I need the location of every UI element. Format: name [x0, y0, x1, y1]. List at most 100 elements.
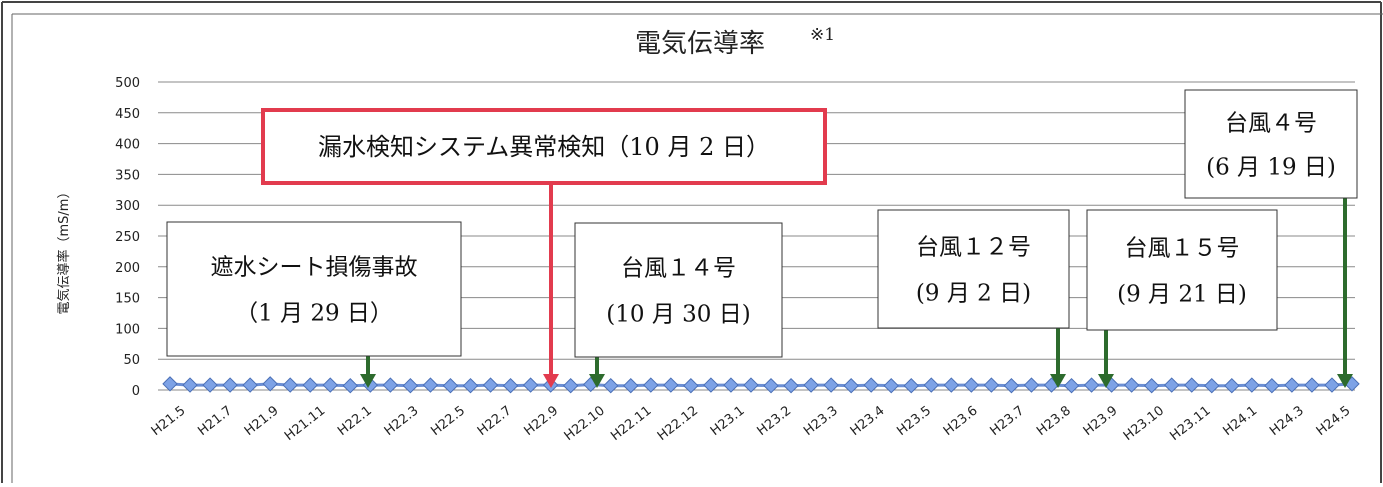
data-point: [182, 377, 198, 393]
x-tick-label: H24.3: [1267, 403, 1307, 439]
data-point: [783, 377, 799, 394]
y-tick-label: 400: [115, 138, 140, 153]
annotation-box: [1184, 89, 1358, 199]
x-tick-label: H23.10: [1121, 403, 1167, 444]
data-point: [562, 377, 579, 394]
annotation-text: (6 月 19 日): [1206, 154, 1336, 180]
x-tick-label: H21.7: [195, 403, 235, 439]
annotation-box: [166, 221, 462, 357]
x-tick-labels: H21.5 H21.7 H21.9 H21.11 H22.1 H22.3 H22.5 H22.…: [149, 403, 1354, 444]
annotation-arrowhead: [589, 374, 605, 388]
data-point: [1123, 377, 1140, 393]
annotation: 台風１５号 (9 月 21 日): [1086, 209, 1278, 388]
data-point: [302, 377, 318, 393]
annotation-arrowhead: [360, 374, 376, 388]
y-tick-label: 150: [115, 292, 140, 307]
x-tick-label: H23.9: [1081, 403, 1121, 439]
y-tick-label: 0: [132, 384, 140, 399]
x-tick-label: H23.8: [1034, 403, 1074, 439]
annotation-text: 台風４号: [1225, 110, 1317, 136]
data-point: [923, 377, 939, 393]
annotation-arrowhead: [543, 374, 559, 388]
y-tick-label: 450: [115, 107, 140, 122]
y-tick-label: 500: [115, 76, 140, 91]
data-point: [522, 377, 539, 393]
data-point: [663, 377, 679, 393]
x-tick-label: H22.1: [335, 403, 375, 439]
annotation-arrowhead: [1337, 374, 1353, 388]
annotation-box: [877, 209, 1070, 329]
data-point: [422, 377, 439, 393]
annotation-text: 台風１５号: [1125, 235, 1240, 261]
data-point: [803, 377, 819, 393]
x-tick-label: H21.9: [242, 403, 282, 439]
data-point: [743, 377, 759, 393]
data-point: [382, 377, 399, 393]
x-tick-label: H22.11: [608, 403, 654, 444]
data-point: [863, 377, 879, 393]
x-tick-label: H23.2: [755, 403, 795, 439]
y-tick-label: 100: [115, 322, 140, 337]
data-point: [903, 377, 919, 394]
annotation-arrowhead: [1050, 374, 1066, 388]
data-point: [1184, 377, 1200, 393]
data-point: [883, 377, 899, 394]
data-point: [963, 377, 980, 393]
x-tick-label: H23.1: [708, 403, 748, 439]
x-tick-label: H24.1: [1221, 403, 1261, 439]
x-tick-label: H21.5: [149, 403, 189, 439]
annotations-layer: 漏水検知システム異常検知（10 月 2 日） 遮水シート損傷事故 （1 月 29 日…: [166, 89, 1358, 388]
x-tick-label: H23.11: [1167, 403, 1213, 444]
data-point: [1143, 377, 1160, 394]
annotation: 漏水検知システム異常検知（10 月 2 日）: [261, 108, 827, 388]
y-tick-label: 200: [115, 261, 140, 276]
data-point: [723, 377, 739, 393]
series-layer: [162, 376, 1360, 394]
annotation-text: (9 月 2 日): [916, 280, 1031, 306]
data-point: [1224, 377, 1240, 394]
data-point: [983, 377, 1000, 393]
annotation: 台風１４号 (10 月 30 日): [574, 222, 783, 388]
data-point: [482, 377, 499, 393]
data-point: [1264, 377, 1280, 394]
annotation-box: [261, 108, 827, 185]
x-tick-label: H22.10: [562, 403, 608, 444]
annotation-text: （1 月 29 日）: [235, 300, 393, 326]
data-point: [222, 377, 238, 393]
y-tick-labels: 0 50 100 150 200 250 300 350 400 450 500: [115, 76, 140, 399]
data-point: [322, 377, 338, 393]
x-tick-label: H23.5: [894, 403, 934, 439]
annotation: 台風４号 (6 月 19 日): [1184, 89, 1358, 388]
x-tick-label: H22.9: [522, 403, 562, 439]
x-tick-label: H23.3: [801, 403, 841, 439]
data-point: [943, 377, 960, 393]
chart-title: 電気伝導率: [635, 29, 765, 59]
data-point: [462, 377, 479, 394]
data-point: [202, 377, 218, 393]
data-point: [1284, 377, 1300, 393]
data-point: [1083, 377, 1100, 393]
data-point: [1063, 377, 1080, 394]
annotation-text: (10 月 30 日): [606, 301, 750, 327]
annotation-box: [1086, 209, 1278, 331]
annotation-arrowhead: [1098, 374, 1114, 388]
x-tick-label: H22.5: [428, 403, 468, 439]
x-tick-label: H23.7: [988, 403, 1028, 439]
x-tick-label: H23.4: [848, 403, 888, 439]
annotation-text: (9 月 21 日): [1117, 281, 1247, 307]
data-point: [402, 377, 419, 394]
x-tick-label: H22.12: [655, 403, 701, 444]
data-point: [242, 377, 258, 393]
data-point: [683, 377, 699, 394]
data-point: [703, 377, 719, 393]
annotation-box: [574, 222, 783, 358]
data-point: [603, 377, 619, 394]
data-point: [262, 376, 278, 392]
data-point: [763, 377, 779, 394]
x-tick-label: H22.7: [475, 403, 515, 439]
data-point: [1324, 377, 1340, 393]
chart-title-note: ※1: [810, 25, 835, 45]
y-axis-label: 電気伝導率（mS/m）: [56, 186, 72, 315]
